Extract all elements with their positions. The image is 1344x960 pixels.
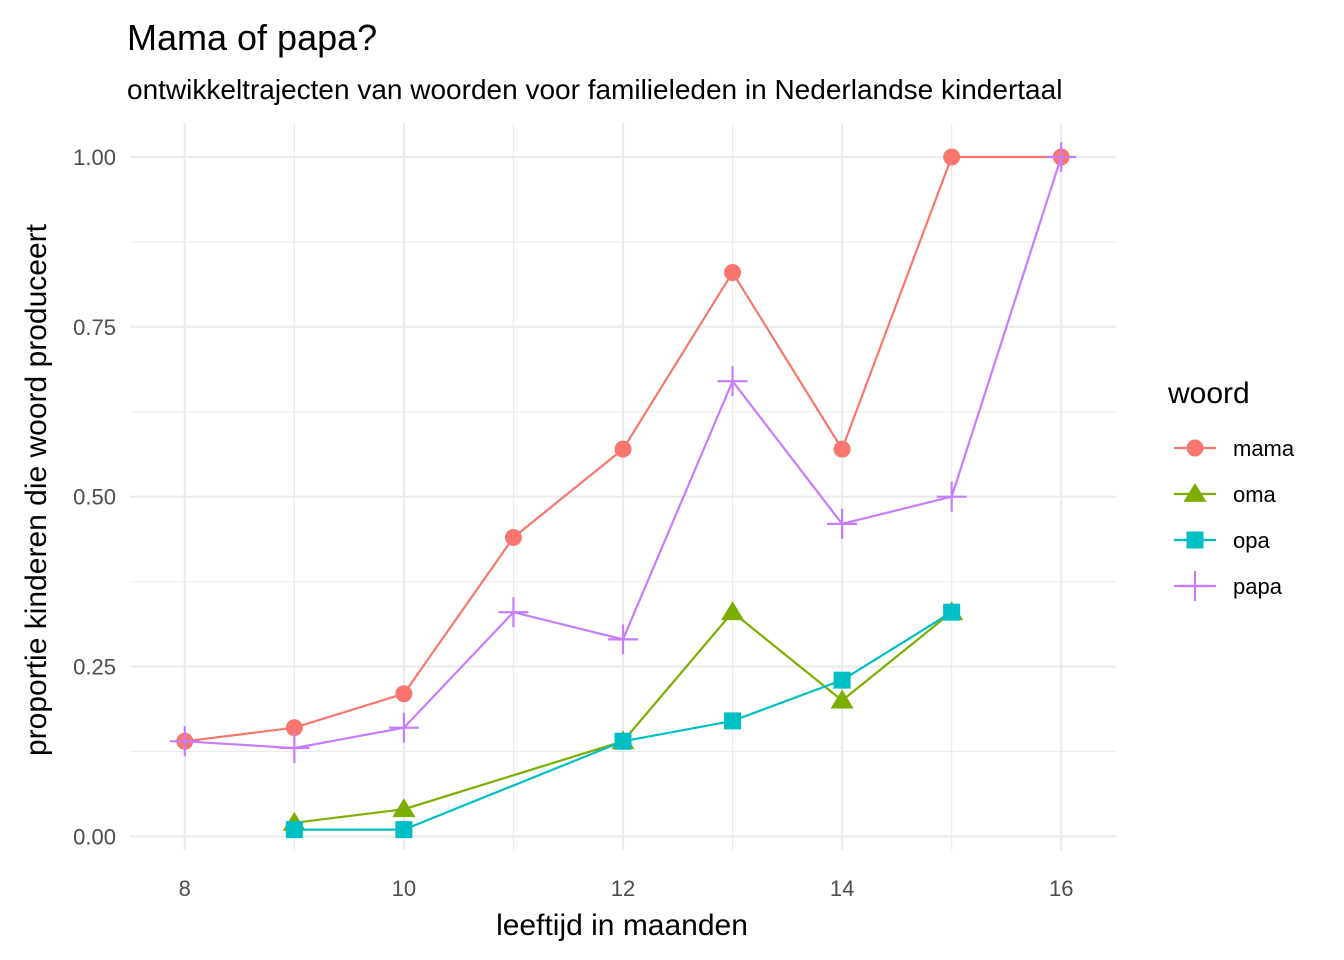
point-opa xyxy=(724,712,742,730)
point-oma xyxy=(721,601,745,621)
x-tick-labels: 8 10 12 14 16 xyxy=(179,876,1074,901)
point-papa xyxy=(608,624,638,655)
point-opa xyxy=(833,671,851,689)
y-tick-labels: 0.00 0.25 0.50 0.75 1.00 xyxy=(73,145,116,849)
y-tick-label: 0.00 xyxy=(73,824,116,849)
x-tick-label: 14 xyxy=(830,876,854,901)
series-layer xyxy=(169,141,1077,839)
point-opa xyxy=(285,821,303,839)
legend-label: papa xyxy=(1233,574,1283,599)
point-opa xyxy=(614,732,632,750)
point-papa xyxy=(388,712,419,743)
point-mama xyxy=(614,440,632,458)
point-papa xyxy=(717,366,748,397)
point-mama xyxy=(285,719,303,737)
y-tick-label: 0.25 xyxy=(73,655,116,680)
x-tick-label: 16 xyxy=(1049,876,1073,901)
line-opa xyxy=(294,611,953,831)
point-papa xyxy=(827,508,858,539)
point-mama xyxy=(395,685,413,703)
legend-key-marker xyxy=(1186,439,1204,457)
legend-item-mama: mama xyxy=(1174,436,1295,461)
legend-label: opa xyxy=(1233,528,1270,553)
point-oma xyxy=(830,689,854,709)
series-papa xyxy=(169,141,1077,764)
x-tick-label: 10 xyxy=(392,876,416,901)
legend-key-marker xyxy=(1183,483,1207,502)
point-papa xyxy=(1046,141,1077,172)
legend-label: oma xyxy=(1233,482,1277,507)
x-axis-title: leeftijd in maanden xyxy=(496,909,748,942)
legend-item-opa: opa xyxy=(1174,528,1270,553)
point-mama xyxy=(833,440,851,458)
point-papa xyxy=(279,733,310,764)
y-tick-label: 0.75 xyxy=(73,315,116,340)
chart-title: Mama of papa? xyxy=(127,17,377,58)
point-mama xyxy=(943,148,961,166)
chart-subtitle: ontwikkeltrajecten van woorden voor fami… xyxy=(127,74,1062,105)
x-tick-label: 8 xyxy=(179,876,191,901)
point-papa xyxy=(169,726,200,757)
y-tick-label: 0.50 xyxy=(73,485,116,510)
y-axis-title: proportie kinderen die woord produceert xyxy=(20,223,53,756)
point-opa xyxy=(395,821,413,839)
legend-key-marker xyxy=(1180,571,1210,601)
point-mama xyxy=(504,528,522,546)
series-mama xyxy=(176,148,1070,750)
line-oma xyxy=(294,610,953,824)
legend-title: woord xyxy=(1167,377,1250,410)
point-mama xyxy=(724,263,742,281)
point-oma xyxy=(392,798,416,818)
point-opa xyxy=(943,603,961,621)
point-papa xyxy=(936,481,967,512)
legend-key-marker xyxy=(1186,531,1204,549)
x-tick-label: 12 xyxy=(611,876,635,901)
series-opa xyxy=(285,603,961,839)
legend-item-papa: papa xyxy=(1174,571,1283,601)
point-papa xyxy=(498,597,529,628)
legend: woord mama oma opa papa xyxy=(1167,377,1295,601)
legend-label: mama xyxy=(1233,436,1295,461)
y-tick-label: 1.00 xyxy=(73,145,116,170)
legend-item-oma: oma xyxy=(1174,482,1277,507)
